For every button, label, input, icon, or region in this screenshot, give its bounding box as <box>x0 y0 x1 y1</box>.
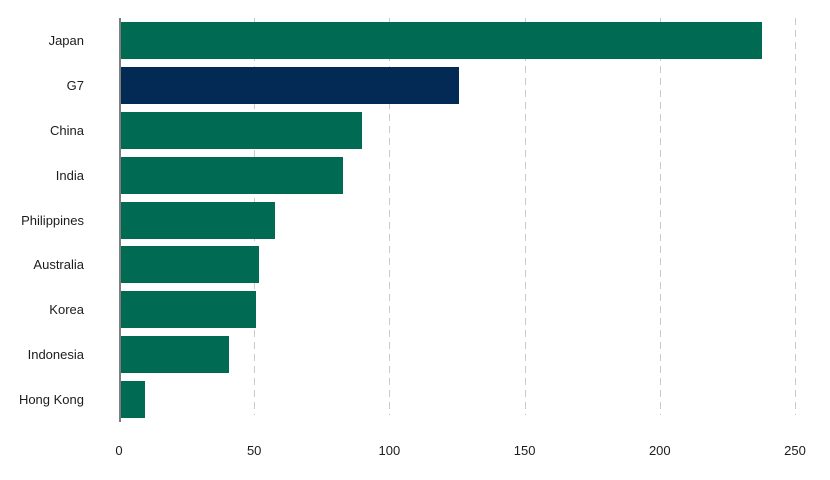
x-tick-label: 0 <box>115 443 123 458</box>
bar-hong-kong <box>121 381 146 419</box>
label-row: Hong Kong <box>0 377 84 422</box>
gridline-250 <box>795 18 796 415</box>
y-axis-line <box>119 18 121 422</box>
bar-row <box>121 18 795 63</box>
category-labels: Japan G7 China India Philippines Australia Kor… <box>0 18 84 422</box>
bar-indonesia <box>121 336 230 374</box>
category-label: Japan <box>48 32 84 48</box>
label-row: G7 <box>0 63 84 108</box>
x-axis-tick-labels: 0 50 100 150 200 250 <box>0 444 830 462</box>
bar-row <box>121 198 795 243</box>
gridline-200 <box>659 18 661 415</box>
bar-row <box>121 153 795 198</box>
bar-rows <box>121 18 795 422</box>
category-label: Korea <box>49 302 84 318</box>
bar-china <box>121 111 362 149</box>
category-label: China <box>50 122 84 138</box>
label-row: Japan <box>0 18 84 63</box>
gridline-100 <box>389 18 391 415</box>
bar-row <box>121 377 795 422</box>
x-tick-label: 100 <box>378 443 401 458</box>
label-row: China <box>0 108 84 153</box>
x-tick-label: 150 <box>513 443 536 458</box>
bar-australia <box>121 246 259 284</box>
bar-row <box>121 108 795 153</box>
label-row: Philippines <box>0 198 84 243</box>
bar-g7 <box>121 66 459 104</box>
label-row: Australia <box>0 242 84 287</box>
bar-row <box>121 63 795 108</box>
bar-india <box>121 156 343 194</box>
plot-area <box>119 18 796 422</box>
category-label: G7 <box>66 77 84 93</box>
bar-row <box>121 332 795 377</box>
x-tick-label: 200 <box>648 443 671 458</box>
label-row: Indonesia <box>0 332 84 377</box>
bar-row <box>121 287 795 332</box>
x-tick-label: 50 <box>246 443 262 458</box>
label-row: India <box>0 153 84 198</box>
category-label: Australia <box>33 257 84 273</box>
bar-row <box>121 242 795 287</box>
x-tick-label: 250 <box>784 443 806 458</box>
bar-philippines <box>121 201 276 239</box>
gridline-150 <box>524 18 526 415</box>
category-label: Indonesia <box>27 347 84 363</box>
label-row: Korea <box>0 287 84 332</box>
bar-korea <box>121 291 257 329</box>
category-label: India <box>55 167 84 183</box>
category-label: Philippines <box>21 212 84 228</box>
bar-japan <box>121 21 762 59</box>
category-label: Hong Kong <box>18 392 84 408</box>
